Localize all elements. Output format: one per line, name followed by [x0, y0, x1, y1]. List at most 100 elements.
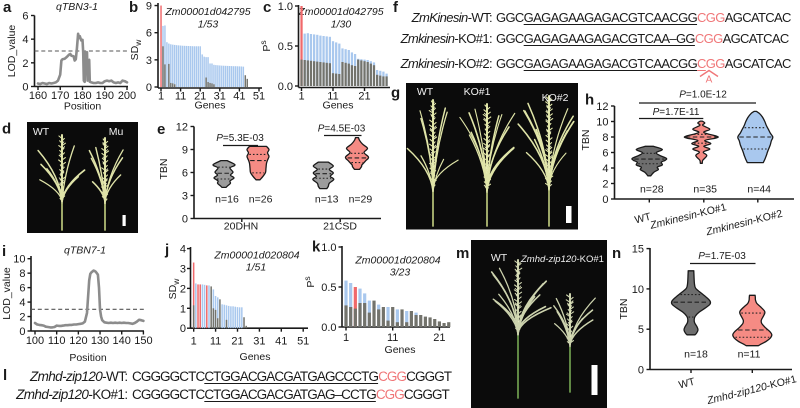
svg-text:0: 0 [182, 214, 188, 226]
svg-text:4: 4 [19, 297, 25, 309]
svg-text:170: 170 [51, 90, 69, 102]
svg-text:1/53: 1/53 [198, 19, 219, 31]
svg-text:k: k [312, 239, 321, 256]
svg-text:l: l [3, 367, 7, 384]
svg-text:0.0: 0.0 [321, 322, 336, 334]
svg-text:11: 11 [327, 91, 338, 103]
svg-text:21: 21 [433, 332, 445, 344]
svg-text:5: 5 [638, 324, 644, 336]
svg-text:n=13: n=13 [315, 194, 339, 206]
svg-text:110: 110 [48, 335, 66, 347]
svg-text:P=1.7E-03: P=1.7E-03 [698, 251, 746, 262]
svg-text:1: 1 [158, 91, 164, 103]
svg-text:1.0: 1.0 [278, 1, 293, 13]
svg-text:n: n [612, 245, 621, 262]
svg-text:qTBN7-1: qTBN7-1 [64, 245, 106, 257]
svg-text:WT: WT [417, 86, 434, 98]
svg-text:11: 11 [387, 332, 398, 344]
svg-text:15: 15 [632, 244, 644, 256]
svg-text:130: 130 [91, 335, 109, 347]
svg-text:51: 51 [253, 91, 265, 103]
svg-text:n=11: n=11 [738, 349, 761, 361]
svg-text:0: 0 [146, 82, 152, 94]
svg-text:1: 1 [343, 332, 349, 344]
svg-text:WT: WT [677, 376, 696, 392]
svg-text:n=28: n=28 [640, 184, 664, 196]
svg-text:11: 11 [210, 336, 221, 348]
svg-text:TBN: TBN [580, 130, 592, 151]
svg-text:0: 0 [638, 365, 644, 377]
svg-text:2: 2 [22, 58, 28, 70]
svg-text:0.5: 0.5 [278, 41, 293, 53]
svg-text:n=16: n=16 [215, 194, 239, 206]
svg-text:2: 2 [19, 312, 25, 324]
svg-text:P=5.3E-03: P=5.3E-03 [216, 133, 264, 144]
svg-text:WT: WT [491, 252, 508, 264]
svg-text:P=4.5E-03: P=4.5E-03 [318, 124, 366, 135]
svg-text:Zm00001d020804: Zm00001d020804 [354, 255, 440, 267]
svg-text:6: 6 [146, 28, 152, 40]
svg-text:Zm00001d020804: Zm00001d020804 [213, 250, 299, 262]
svg-text:Genes: Genes [323, 100, 354, 112]
svg-text:n=29: n=29 [349, 194, 373, 206]
svg-text:c: c [263, 0, 271, 16]
svg-text:3: 3 [182, 191, 188, 203]
svg-text:1: 1 [180, 303, 186, 315]
svg-text:Genes: Genes [195, 100, 226, 112]
svg-text:TBN: TBN [158, 159, 170, 180]
svg-text:6: 6 [19, 283, 25, 295]
svg-text:150: 150 [134, 335, 152, 347]
svg-text:6: 6 [182, 168, 188, 180]
svg-text:10: 10 [596, 117, 608, 129]
svg-text:2: 2 [602, 179, 608, 191]
svg-text:n=44: n=44 [747, 184, 771, 196]
svg-text:2: 2 [180, 283, 186, 295]
svg-text:LOD_value: LOD_value [1, 267, 13, 320]
svg-text:12: 12 [176, 122, 188, 134]
svg-text:LOD_value: LOD_value [6, 25, 18, 78]
svg-text:3/23: 3/23 [390, 267, 411, 279]
svg-text:1: 1 [298, 91, 304, 103]
svg-text:21: 21 [358, 91, 370, 103]
svg-text:41: 41 [233, 91, 245, 103]
svg-text:21CSD: 21CSD [323, 221, 357, 233]
svg-text:P=1.0E-12: P=1.0E-12 [679, 90, 727, 101]
svg-text:Zm00001d042795: Zm00001d042795 [297, 6, 383, 18]
svg-text:SDw: SDw [129, 39, 143, 61]
svg-text:qTBN3-1: qTBN3-1 [56, 1, 98, 13]
svg-text:10: 10 [13, 254, 25, 266]
svg-text:WT: WT [633, 211, 652, 227]
svg-text:0: 0 [22, 82, 28, 94]
svg-text:51: 51 [297, 336, 309, 348]
svg-text:10: 10 [632, 284, 644, 296]
svg-text:Position: Position [64, 101, 102, 113]
svg-text:200: 200 [118, 90, 136, 102]
svg-text:TBN: TBN [618, 299, 630, 320]
svg-text:m: m [456, 245, 469, 262]
svg-text:8: 8 [602, 132, 608, 144]
svg-text:6: 6 [22, 11, 28, 23]
svg-text:0: 0 [602, 194, 608, 206]
svg-text:1/30: 1/30 [331, 19, 352, 31]
svg-text:i: i [2, 243, 6, 260]
svg-text:1.0: 1.0 [321, 242, 336, 254]
svg-text:b: b [129, 0, 138, 16]
svg-text:4: 4 [602, 163, 608, 175]
svg-text:3: 3 [180, 264, 186, 276]
svg-text:41: 41 [275, 336, 287, 348]
svg-text:n=18: n=18 [684, 349, 708, 361]
svg-text:12: 12 [596, 101, 608, 113]
svg-text:160: 160 [29, 90, 47, 102]
svg-text:3: 3 [146, 55, 152, 67]
svg-text:n=26: n=26 [249, 194, 273, 206]
svg-text:Position: Position [69, 352, 107, 364]
svg-text:n=35: n=35 [693, 184, 717, 196]
svg-text:Ps: Ps [302, 276, 317, 287]
svg-text:4: 4 [22, 34, 28, 46]
svg-text:21: 21 [231, 336, 243, 348]
svg-text:11: 11 [175, 91, 186, 103]
svg-text:KO#1: KO#1 [464, 86, 491, 98]
svg-text:Zm00001d042795: Zm00001d042795 [164, 6, 250, 18]
svg-text:0: 0 [180, 323, 186, 335]
svg-text:9: 9 [182, 145, 188, 157]
